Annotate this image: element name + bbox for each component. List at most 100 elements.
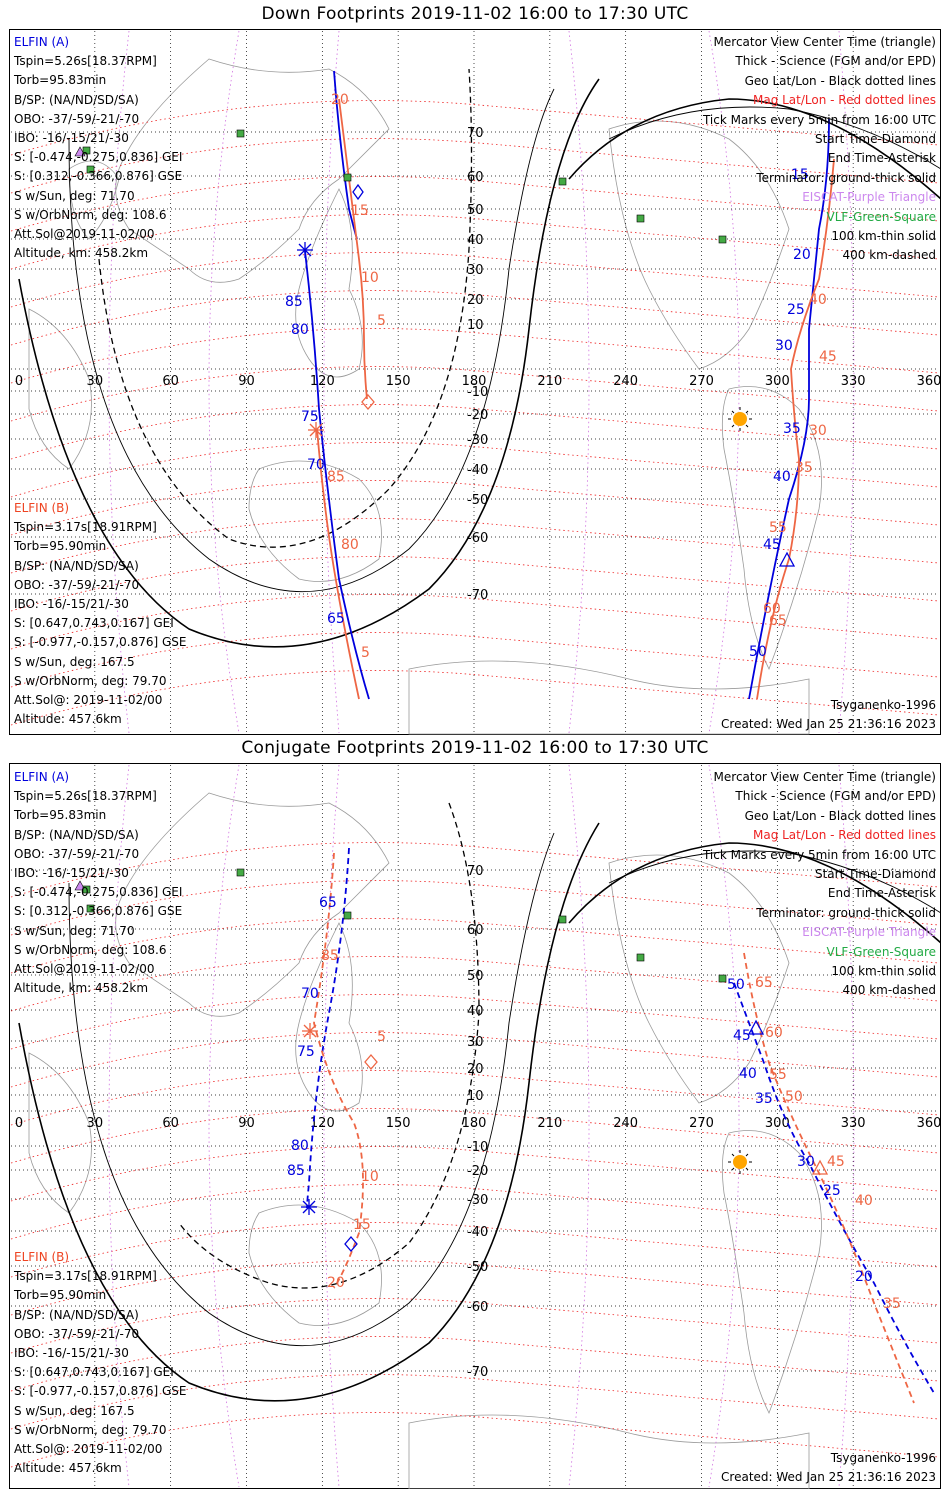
lon-tick-label: 150: [386, 374, 411, 389]
elfin-b-track-top: [316, 98, 835, 700]
mag-lat-line: [10, 956, 940, 1012]
info-line: Altitude, km: 458.2km: [14, 981, 149, 996]
elfin-a-track-top: [304, 70, 830, 700]
model-label-down: Tsyganenko-1996: [830, 698, 936, 712]
terminator-and-altitude-curves: [18, 802, 941, 1402]
info-line: Altitude: 457.6km: [14, 1461, 122, 1476]
mag-lat-line: [10, 632, 940, 688]
time-tick-label: 40: [855, 1193, 873, 1209]
time-tick-label: 20: [855, 1269, 873, 1285]
info-line: Altitude: 457.6km: [14, 712, 122, 727]
lat-tick-label: -20: [467, 408, 488, 423]
info-line: Altitude, km: 458.2km: [14, 246, 149, 261]
info-line: OBO: -37/-59/-21/-70: [14, 846, 140, 861]
time-tick-label: 10: [361, 270, 379, 286]
info-line: B/SP: (NA/ND/SD/SA): [14, 1307, 139, 1322]
time-tick-label: 60: [765, 1025, 783, 1041]
info-line: S w/OrbNorm, deg: 108.6: [14, 942, 167, 957]
info-line: IBO: -16/-15/21/-30: [14, 866, 129, 881]
mag-lat-line: [10, 1070, 940, 1126]
lon-tick-label: 0: [15, 1116, 23, 1131]
info-line: Att.Sol@: 2019-11-02/00: [14, 693, 163, 708]
spacecraft-label: ELFIN (A): [14, 35, 70, 49]
lat-tick-label: -50: [467, 493, 488, 508]
view-center-triangle-a: [747, 1019, 765, 1035]
time-tick-label: 55: [769, 520, 787, 536]
vlf-squares: [82, 868, 727, 983]
info-line: IBO: -16/-15/21/-30: [14, 597, 129, 612]
mag-lat-line: [10, 594, 940, 650]
info-line: S: [-0.474,-0.275,0.836] GEI: [14, 150, 183, 165]
mag-lat-line: [10, 1032, 940, 1088]
lat-tick-label: 20: [467, 293, 484, 308]
mag-lat-line: [10, 100, 940, 156]
start-diamond-b: [364, 1054, 378, 1070]
lat-tick-label: -50: [467, 1260, 488, 1275]
time-tick-label: 35: [883, 1296, 901, 1312]
elfin-a-info-down: ELFIN (A) Tspin=5.26s[18.37RPM] Torb=95.83…: [14, 33, 182, 263]
time-tick-label: 85: [327, 469, 345, 485]
info-line: Torb=95.90min: [14, 539, 107, 554]
mag-lat-line: [10, 1146, 940, 1202]
time-tick-label: 80: [291, 322, 309, 338]
lat-tick-label: -30: [467, 433, 488, 448]
spacecraft-label: ELFIN (A): [14, 770, 70, 784]
info-line: S w/OrbNorm, deg: 108.6: [14, 207, 167, 222]
continent-outlines: [28, 58, 822, 735]
legend-entry: 400 km-dashed: [842, 248, 936, 263]
time-tick-label: 30: [775, 338, 793, 354]
time-tick-label: 50: [727, 977, 745, 993]
info-line: Tspin=5.26s[18.37RPM]: [14, 789, 157, 804]
info-line: Tspin=3.17s[18.91RPM]: [14, 1269, 157, 1284]
time-tick-label: 80: [341, 537, 359, 553]
lat-tick-label: -10: [467, 1140, 488, 1155]
lon-tick-label: 30: [87, 374, 104, 389]
mag-lat-line: [10, 480, 940, 536]
mag-lat-line: [10, 842, 940, 898]
info-line: Att.Sol@2019-11-02/00: [14, 227, 155, 242]
lon-tick-label: 90: [238, 1116, 255, 1131]
legend-entry: Thick - Science (FGM and/or EPD): [735, 54, 936, 69]
legend-entry: Terminator: ground-thick solid: [756, 170, 936, 185]
mag-lon-line: [568, 30, 590, 734]
legend-entry: Tick Marks every 5min from 16:00 UTC: [702, 847, 936, 862]
end-asterisk-b: [308, 422, 324, 438]
lon-tick-label: 330: [841, 1116, 866, 1131]
legend-entry: Geo Lat/Lon - Black dotted lines: [744, 808, 936, 823]
start-diamond-b: [361, 394, 375, 410]
lat-tick-label: -20: [467, 1164, 488, 1179]
legend-entry: Mercator View Center Time (triangle): [713, 770, 936, 784]
legend-entry: EISCAT-Purple Triangle: [802, 190, 936, 205]
lon-tick-label: 210: [537, 374, 562, 389]
mag-lat-line: [10, 138, 940, 194]
mag-grid-lines: [10, 30, 940, 734]
legend-entry: VLF-Green-Square: [826, 944, 936, 959]
lat-tick-label: -10: [467, 385, 488, 400]
time-tick-label: 15: [791, 167, 809, 183]
start-diamond-a: [352, 183, 364, 201]
mag-lat-line: [10, 1374, 940, 1430]
time-tick-label: 30: [809, 423, 827, 439]
elfin-a-track-bottom: [306, 847, 935, 1394]
lon-tick-label: 120: [310, 1116, 335, 1131]
tick-labels-a-top: 1520253035404550606570758085: [285, 167, 811, 660]
lat-tick-label: 40: [467, 1004, 484, 1019]
time-tick-label: 40: [739, 1066, 757, 1082]
legend-entry: Terminator: ground-thick solid: [756, 905, 936, 920]
time-tick-label: 65: [769, 613, 787, 629]
legend-entry: 100 km-thin solid: [831, 964, 936, 979]
time-tick-label: 5: [377, 313, 386, 329]
top-markers: [74, 129, 796, 567]
elfin-a-info-conjugate: ELFIN (A) Tspin=5.26s[18.37RPM] Torb=95.83…: [14, 768, 182, 998]
time-tick-label: 70: [301, 986, 319, 1002]
map-frame: [9, 29, 941, 735]
conjugate-footprints-map: 0 30 60 90 120 150 180 210 240 270 300 330 360 70 60 50…: [9, 763, 941, 1489]
mag-grid-lines: [10, 764, 940, 1488]
lat-tick-label: -60: [467, 1300, 488, 1315]
legend-down: Mercator View Center Time (triangle) Thic…: [703, 33, 936, 266]
eiscat-triangle: [74, 146, 86, 157]
time-tick-label: 20: [331, 92, 349, 108]
time-tick-label: 25: [787, 302, 805, 318]
lat-tick-label: 60: [467, 170, 484, 185]
mag-lat-line: [10, 404, 940, 460]
